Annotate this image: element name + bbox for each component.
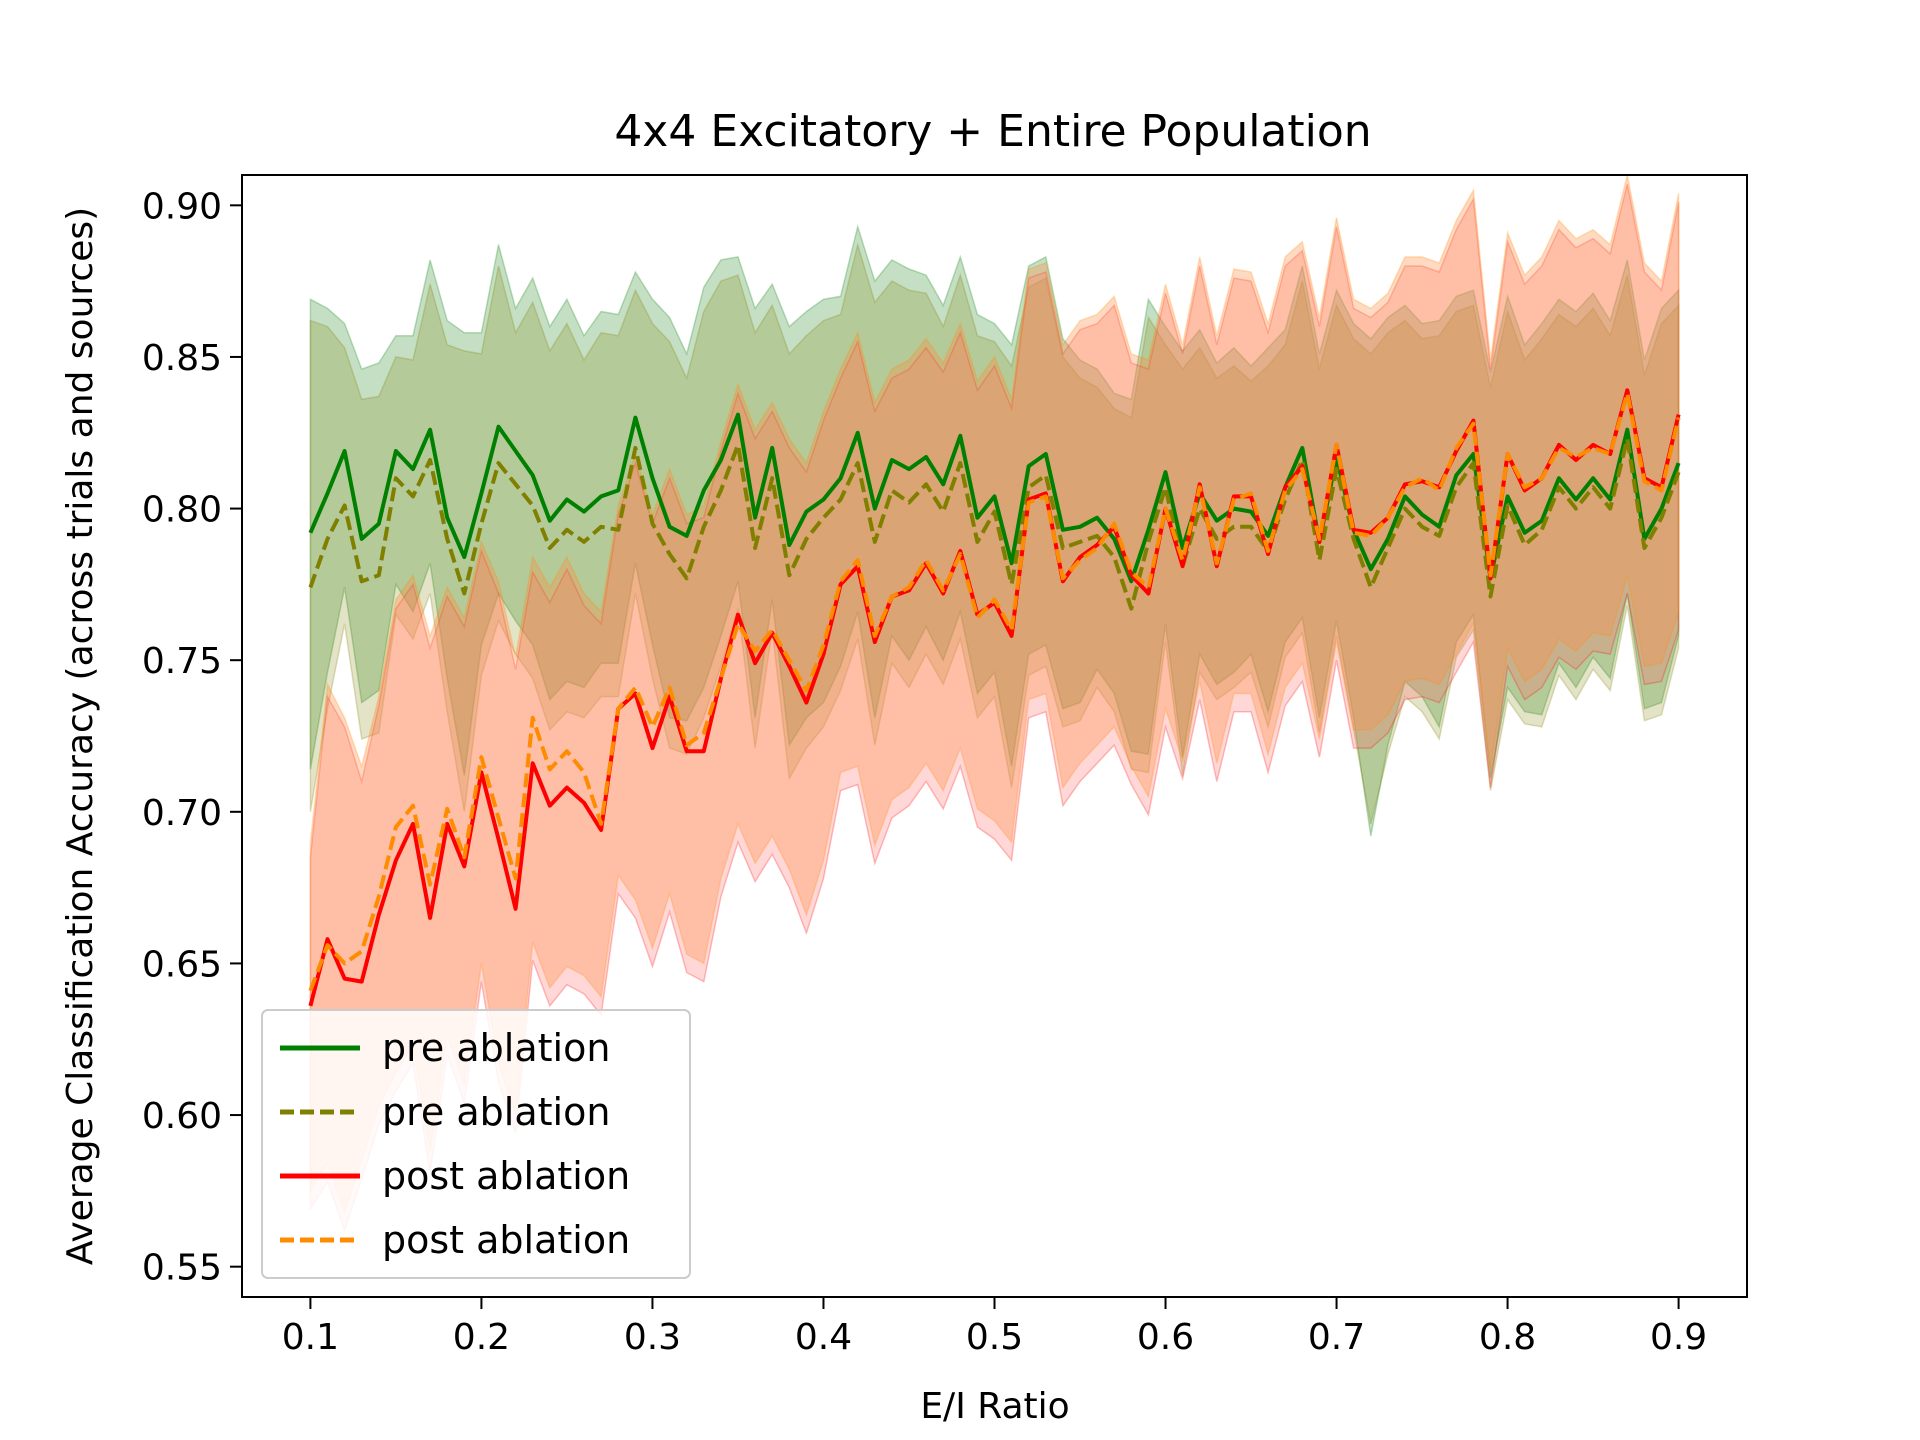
y-axis-ticks: 0.55 0.60 0.65 0.70 0.75 0.80 0.85 0.90 [142, 186, 242, 1289]
band-series-1 [309, 223, 1680, 837]
x-tick-label: 0.2 [453, 1317, 510, 1358]
y-tick-label: 0.55 [142, 1248, 222, 1289]
line-series-2 [308, 436, 1681, 611]
chart-title: 4x4 Excitatory + Entire Population [614, 106, 1371, 157]
x-tick-label: 0.1 [282, 1317, 339, 1358]
legend: pre ablation pre ablation post ablation pos… [261, 1009, 691, 1279]
band-series-2 [309, 241, 1680, 825]
y-tick-label: 0.90 [142, 186, 222, 227]
legend-box [261, 1009, 691, 1279]
confidence-bands [309, 174, 1680, 1233]
x-axis-ticks: 0.1 0.2 0.3 0.4 0.5 0.6 0.7 0.8 0.9 [282, 1297, 1707, 1358]
x-tick-label: 0.4 [795, 1317, 852, 1358]
x-tick-label: 0.9 [1650, 1317, 1707, 1358]
y-tick-label: 0.70 [142, 793, 222, 834]
legend-label: post ablation [382, 1154, 630, 1198]
line-series-4 [308, 391, 1681, 992]
y-axis-label: Average Classification Accuracy (across … [60, 207, 101, 1265]
x-tick-label: 0.7 [1308, 1317, 1365, 1358]
y-tick-label: 0.75 [142, 641, 222, 682]
band-series-4 [309, 174, 1680, 1215]
x-tick-label: 0.3 [624, 1317, 681, 1358]
line-series-1 [308, 412, 1681, 584]
series-lines [308, 388, 1681, 1007]
x-tick-label: 0.5 [966, 1317, 1023, 1358]
x-axis-label: E/I Ratio [920, 1386, 1069, 1427]
y-tick-label: 0.85 [142, 338, 222, 379]
legend-label: post ablation [382, 1218, 630, 1262]
y-tick-label: 0.60 [142, 1096, 222, 1137]
x-tick-label: 0.6 [1137, 1317, 1194, 1358]
x-tick-label: 0.8 [1479, 1317, 1536, 1358]
legend-label: pre ablation [382, 1026, 610, 1070]
y-tick-label: 0.80 [142, 490, 222, 531]
y-tick-label: 0.65 [142, 944, 222, 985]
legend-label: pre ablation [382, 1090, 610, 1134]
